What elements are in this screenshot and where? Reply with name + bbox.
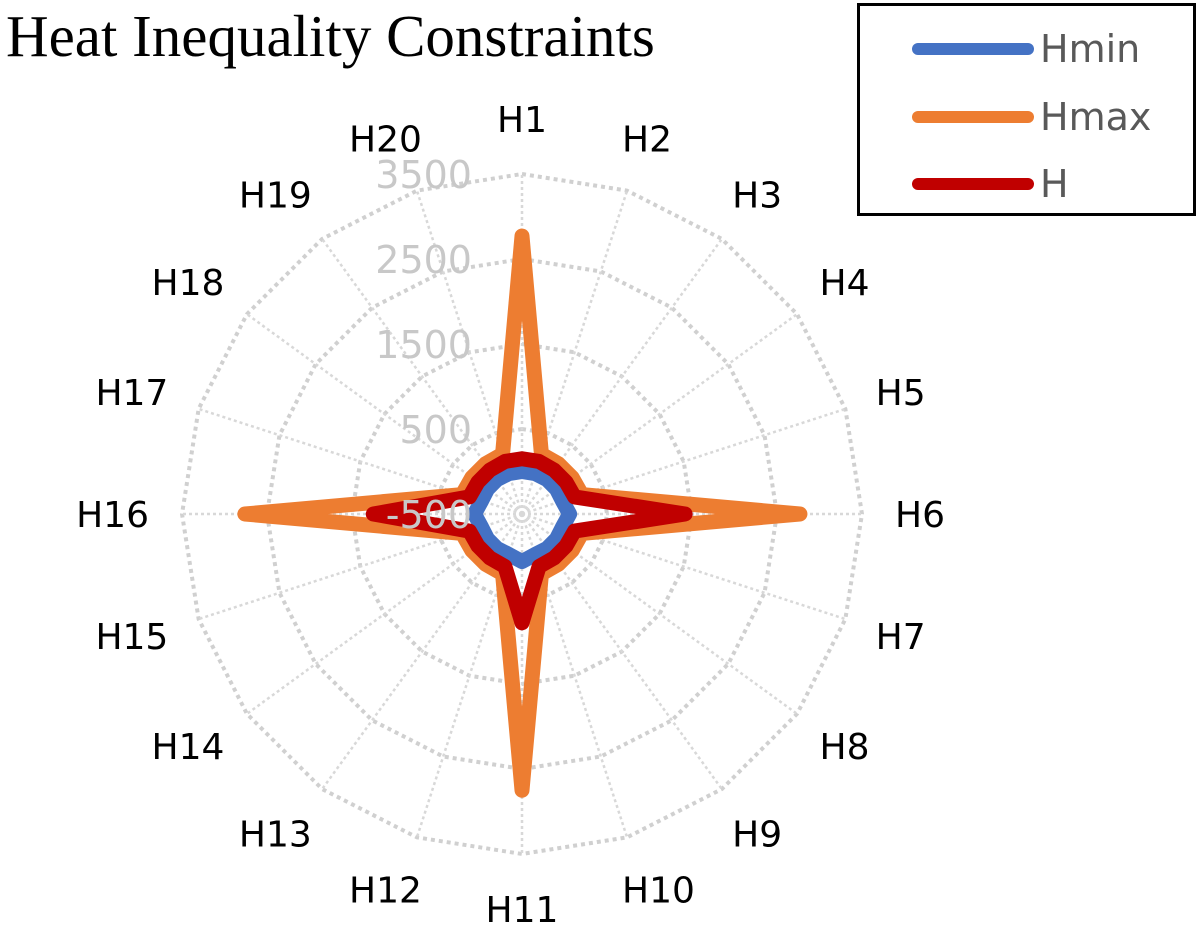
category-label-h18: H18 xyxy=(152,263,225,304)
category-labels: H1 H2 H3 H4 H5 H6 H7 H8 H9 H10 H11 H12 H13 H14 H15 H16 H… xyxy=(76,100,945,925)
axis-tick-label: -500 xyxy=(386,493,472,537)
category-label-h9: H9 xyxy=(732,815,782,856)
category-label-h15: H15 xyxy=(95,617,168,658)
category-label-h12: H12 xyxy=(349,871,422,912)
radial-axis-ticks: -500 500 1500 2500 3500 xyxy=(375,153,472,537)
category-label-h20: H20 xyxy=(349,119,422,160)
legend: Hmin Hmax H xyxy=(857,3,1196,216)
category-label-h10: H10 xyxy=(622,871,695,912)
category-label-h13: H13 xyxy=(239,815,312,856)
grid-ring xyxy=(264,256,780,772)
axis-tick-label: 3500 xyxy=(375,153,472,197)
category-label-h14: H14 xyxy=(152,727,225,768)
series-hmax-line xyxy=(237,228,808,798)
legend-label: Hmax xyxy=(1040,95,1152,139)
category-label-h11: H11 xyxy=(486,890,559,925)
series-hmin-line xyxy=(466,464,578,570)
category-label-h2: H2 xyxy=(622,119,672,160)
legend-label: H xyxy=(1040,162,1069,206)
category-label-h3: H3 xyxy=(732,175,782,216)
category-label-h1: H1 xyxy=(497,100,547,141)
axis-tick-label: 1500 xyxy=(375,323,472,367)
legend-item-h: H xyxy=(912,154,1069,214)
legend-label: Hmin xyxy=(1040,27,1141,71)
hmin-line-swatch xyxy=(912,43,1034,55)
category-label-h8: H8 xyxy=(820,727,870,768)
category-label-h6: H6 xyxy=(895,495,945,536)
category-label-h16: H16 xyxy=(76,495,149,536)
category-label-h5: H5 xyxy=(876,373,926,414)
axis-tick-label: 2500 xyxy=(375,238,472,282)
category-label-h7: H7 xyxy=(876,617,926,658)
radar-series xyxy=(237,228,808,798)
category-label-h4: H4 xyxy=(820,263,870,304)
series-h-line xyxy=(365,451,693,631)
legend-item-hmin: Hmin xyxy=(912,19,1140,79)
grid-ring xyxy=(179,171,865,857)
category-label-h19: H19 xyxy=(239,175,312,216)
hmax-line-swatch xyxy=(912,111,1034,123)
h-line-swatch xyxy=(912,178,1034,190)
legend-item-hmax: Hmax xyxy=(912,87,1151,147)
chart-title: Heat Inequality Constraints xyxy=(6,3,655,69)
axis-tick-label: 500 xyxy=(399,408,472,452)
category-label-h17: H17 xyxy=(95,373,168,414)
